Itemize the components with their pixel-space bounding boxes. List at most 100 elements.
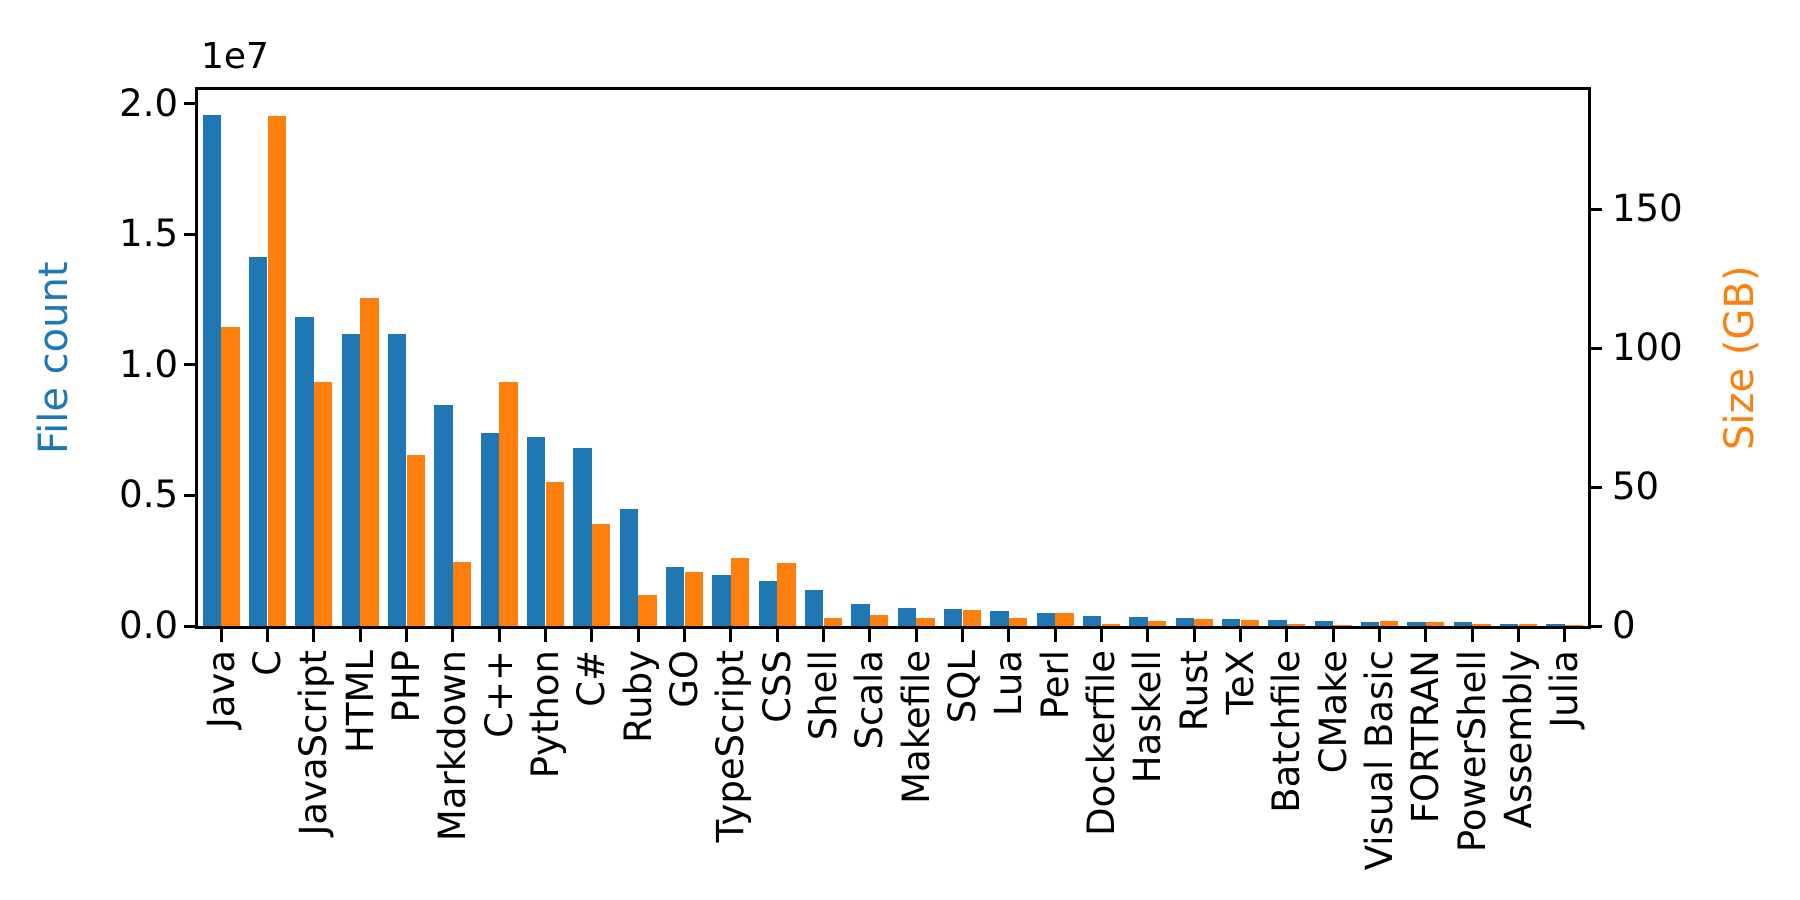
bar-size-Perl: [1055, 612, 1074, 626]
x-tick: [544, 629, 547, 642]
left-y-tick-label: 0.0: [119, 604, 178, 647]
bar-filecount-GO: [665, 566, 685, 626]
x-tick: [636, 629, 640, 642]
x-tick-label: JavaScript: [292, 650, 336, 836]
right-y-tick-label: 50: [1612, 465, 1660, 509]
bar-size-JavaScript: [313, 382, 333, 626]
bar-size-Assembly: [1518, 623, 1538, 626]
x-tick: [683, 629, 686, 642]
x-tick-label: Markdown: [431, 650, 475, 842]
x-tick-label: C#: [570, 650, 614, 707]
x-tick: [1331, 629, 1335, 642]
bar-filecount-JavaScript: [295, 316, 314, 626]
x-tick: [1378, 629, 1381, 642]
x-tick-label: Makefile: [894, 650, 938, 804]
x-tick-label: GO: [663, 650, 706, 708]
bar-size-Julia: [1564, 625, 1584, 626]
bar-filecount-PHP: [387, 334, 407, 626]
x-tick-label: TypeScript: [709, 650, 753, 843]
x-tick: [1563, 629, 1567, 642]
bar-size-SQL: [962, 610, 982, 626]
bar-filecount-C++: [480, 433, 500, 626]
bar-size-Scala: [869, 615, 889, 626]
x-tick: [405, 629, 408, 642]
x-tick: [1146, 629, 1150, 642]
x-tick-label: Rust: [1172, 650, 1216, 732]
x-tick-label: C++: [477, 650, 521, 738]
x-tick: [451, 629, 455, 642]
left-y-tick: [184, 493, 195, 497]
bar-filecount-Julia: [1546, 624, 1565, 626]
x-tick-label: CMake: [1311, 650, 1355, 774]
bar-size-C++: [499, 382, 518, 626]
x-tick-label: Haskell: [1126, 650, 1170, 784]
bar-filecount-HTML: [341, 334, 361, 626]
bar-filecount-Shell: [804, 589, 824, 626]
x-tick: [312, 629, 316, 642]
bar-size-TypeScript: [730, 557, 750, 626]
right-y-tick-label: 100: [1612, 326, 1683, 370]
bar-filecount-CSS: [758, 580, 778, 626]
x-tick-label: C: [246, 650, 289, 676]
bar-size-Python: [545, 481, 565, 626]
y-axis-offset-text: 1e7: [201, 36, 269, 77]
bar-filecount-TypeScript: [712, 575, 731, 626]
bar-filecount-Markdown: [434, 405, 453, 626]
bar-size-Java: [221, 326, 240, 626]
bar-size-HTML: [360, 298, 379, 626]
bar-filecount-C#: [573, 448, 592, 626]
x-tick-label: SQL: [941, 650, 984, 724]
x-tick-label: PowerShell: [1450, 650, 1494, 853]
x-tick: [1239, 629, 1242, 642]
x-tick-label: TeX: [1219, 650, 1262, 715]
x-tick-label: Python: [524, 650, 567, 779]
right-y-tick: [1591, 485, 1602, 489]
x-tick: [961, 629, 964, 642]
right-axis-label: Size (GB): [1717, 265, 1763, 451]
bar-size-CMake: [1333, 624, 1352, 626]
bar-size-Makefile: [916, 617, 935, 626]
bar-filecount-Ruby: [619, 509, 639, 626]
x-tick-label: Visual Basic: [1358, 650, 1401, 871]
bar-size-TeX: [1240, 619, 1260, 626]
bar-size-FORTRAN: [1425, 621, 1445, 626]
x-tick: [1053, 629, 1057, 642]
x-tick: [729, 629, 733, 642]
x-tick-label: PHP: [385, 650, 428, 723]
bar-filecount-Perl: [1036, 612, 1056, 626]
bar-size-GO: [684, 572, 704, 626]
x-tick-label: Julia: [1543, 650, 1587, 728]
x-tick: [1470, 629, 1474, 642]
bar-size-Dockerfile: [1101, 624, 1121, 626]
x-tick: [1192, 629, 1196, 642]
x-tick-label: Shell: [802, 650, 845, 741]
bar-size-Lua: [1008, 618, 1028, 626]
plot-area: [195, 87, 1591, 629]
x-tick: [219, 629, 223, 642]
x-tick-label: Java: [199, 650, 243, 729]
right-y-tick-label: 150: [1612, 187, 1683, 231]
x-tick: [775, 629, 779, 642]
bar-filecount-Dockerfile: [1082, 616, 1102, 626]
bar-size-C#: [591, 523, 611, 626]
left-y-tick: [184, 102, 195, 106]
x-tick-label: FORTRAN: [1404, 650, 1448, 824]
x-tick-label: Scala: [848, 650, 892, 750]
left-y-tick: [184, 363, 195, 367]
bar-size-Batchfile: [1286, 624, 1306, 626]
bar-filecount-TeX: [1221, 619, 1241, 626]
x-tick-label: Ruby: [616, 650, 660, 743]
bar-filecount-FORTRAN: [1407, 622, 1426, 626]
bar-size-CSS: [777, 562, 796, 626]
bar-size-Rust: [1194, 618, 1213, 626]
left-y-tick-label: 0.5: [119, 473, 178, 517]
x-tick: [497, 629, 501, 642]
left-y-tick-label: 1.5: [119, 212, 178, 256]
bar-size-Ruby: [638, 595, 657, 626]
bar-size-Haskell: [1147, 620, 1167, 626]
x-tick: [1007, 629, 1011, 642]
bar-size-C: [267, 115, 287, 626]
bar-filecount-Visual Basic: [1360, 621, 1380, 626]
left-y-tick: [184, 232, 195, 236]
bar-filecount-Rust: [1175, 617, 1195, 626]
